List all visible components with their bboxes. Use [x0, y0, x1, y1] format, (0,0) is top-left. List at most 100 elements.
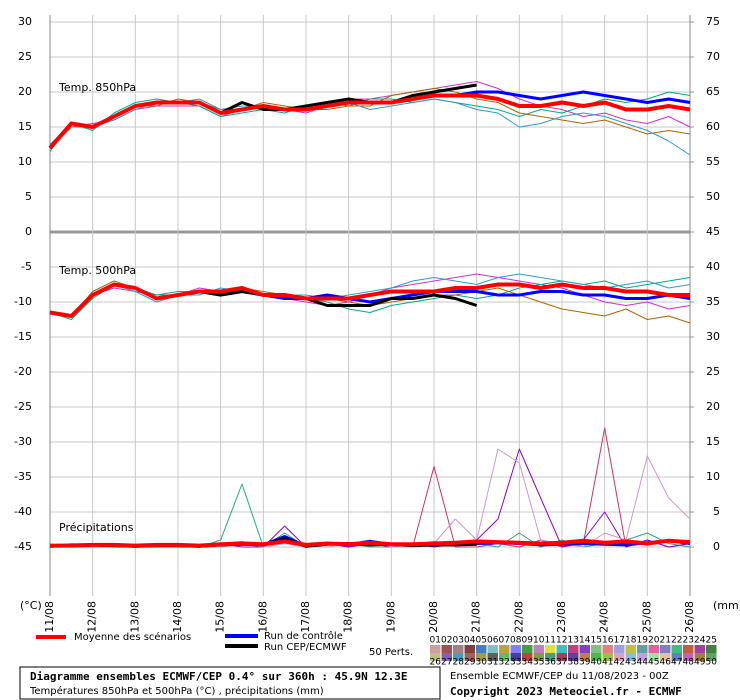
- panel-label: Temp. 850hPa: [58, 81, 136, 94]
- y-tick-label: -40: [14, 505, 32, 518]
- perturbation-label: 50 Perts.: [369, 647, 413, 658]
- perturbation-swatch: [545, 653, 556, 661]
- perturbation-number: 27: [441, 658, 452, 668]
- y-tick-label: -5: [21, 260, 32, 273]
- y2-tick-label: 60: [706, 120, 720, 133]
- perturbation-swatch: [453, 645, 464, 653]
- y2-tick-label: 70: [706, 50, 720, 63]
- x-tick-label: 18/08: [342, 601, 355, 633]
- series-line: [49, 282, 690, 318]
- x-tick-label: 22/08: [512, 601, 525, 633]
- x-tick-label: 26/08: [683, 601, 696, 633]
- perturbation-swatch: [625, 645, 636, 653]
- y2-tick-label: 15: [706, 435, 720, 448]
- perturbation-swatch: [694, 645, 705, 653]
- perturbation-number: 43: [625, 658, 636, 668]
- perturbation-line: [49, 273, 691, 317]
- perturbation-number: 50: [706, 658, 718, 668]
- footer-copyright: Copyright 2023 Meteociel.fr - ECMWF: [450, 685, 682, 698]
- plot-lines: [48, 81, 691, 548]
- y2-tick-label: 50: [706, 190, 720, 203]
- perturbation-number: 40: [591, 658, 603, 668]
- x-tick-label: 12/08: [86, 601, 99, 633]
- perturbation-number: 23: [683, 636, 694, 646]
- perturbation-swatch: [648, 645, 659, 653]
- footer-title: Diagramme ensembles ECMWF/CEP 0.4° sur 3…: [30, 670, 408, 683]
- perturbation-number: 19: [637, 636, 649, 646]
- perturbation-number: 03: [453, 636, 464, 646]
- perturbation-number: 17: [614, 636, 625, 646]
- y-tick-label: -30: [14, 435, 32, 448]
- y2-tick-label: 75: [706, 15, 720, 28]
- perturbation-number: 05: [476, 636, 487, 646]
- footer-box: [19, 666, 441, 700]
- perturbation-swatch: [464, 653, 475, 661]
- legend-label: Moyenne des scénarios: [74, 631, 191, 643]
- y-tick-label: -25: [14, 400, 32, 413]
- perturbation-swatch: [579, 653, 590, 661]
- y-tick-label: -10: [14, 295, 32, 308]
- perturbation-swatch: [591, 645, 602, 653]
- y2-tick-label: 65: [706, 85, 720, 98]
- perturbation-swatch: [671, 645, 682, 653]
- perturbation-number: 04: [464, 636, 476, 646]
- perturbation-swatch: [614, 645, 625, 653]
- perturbation-number: 08: [510, 636, 522, 646]
- y2-tick-label: 10: [706, 470, 720, 483]
- perturbation-number: 39: [579, 658, 591, 668]
- perturbation-number: 18: [625, 636, 637, 646]
- y2-tick-label: 5: [713, 505, 720, 518]
- x-tick-label: 15/08: [214, 601, 227, 633]
- perturbation-swatch: [441, 653, 452, 661]
- perturbation-number: 06: [487, 636, 499, 646]
- x-tick-label: 21/08: [470, 601, 483, 633]
- perturbation-number: 12: [556, 636, 567, 646]
- perturbation-number: 02: [441, 636, 452, 646]
- perturbation-number: 16: [602, 636, 614, 646]
- perturbation-swatch: [637, 645, 648, 653]
- x-tick-label: 17/08: [299, 601, 312, 633]
- perturbation-number: 48: [683, 658, 695, 668]
- y2-tick-label: 55: [706, 155, 720, 168]
- x-tick-label: 13/08: [128, 601, 141, 633]
- y2-axis-unit: (mm): [713, 599, 740, 612]
- perturbation-number: 34: [522, 658, 534, 668]
- perturbation-number: 25: [706, 636, 717, 646]
- perturbation-swatch: [533, 645, 544, 653]
- perturbation-swatch: [522, 653, 533, 661]
- series-line: [50, 538, 691, 548]
- perturbation-number: 44: [637, 658, 649, 668]
- perturbation-swatch: [625, 653, 636, 661]
- perturbation-swatch: [591, 653, 602, 661]
- y-tick-label: 15: [18, 120, 32, 133]
- perturbation-swatch: [637, 653, 648, 661]
- perturbation-swatch: [430, 653, 441, 661]
- y2-tick-label: 0: [713, 540, 720, 553]
- perturbation-swatch: [602, 645, 613, 653]
- x-tick-label: 25/08: [640, 601, 653, 633]
- x-tick-label: 20/08: [427, 601, 440, 633]
- perturbation-swatch: [579, 645, 590, 653]
- y2-tick-label: 25: [706, 365, 720, 378]
- perturbation-swatch: [487, 653, 498, 661]
- x-tick-label: 19/08: [384, 601, 397, 633]
- perturbation-number: 24: [694, 636, 706, 646]
- y-tick-label: 10: [18, 155, 32, 168]
- y-tick-label: -45: [14, 540, 32, 553]
- perturbation-swatch: [568, 653, 579, 661]
- perturbation-swatch: [694, 653, 705, 661]
- y-tick-label: 25: [18, 50, 32, 63]
- perturbation-line: [49, 88, 691, 149]
- perturbation-swatch: [499, 653, 510, 661]
- perturbation-number: 14: [579, 636, 591, 646]
- perturbation-number: 26: [430, 658, 442, 668]
- perturbation-number: 49: [694, 658, 706, 668]
- y2-tick-label: 20: [706, 400, 720, 413]
- perturbation-swatch: [476, 653, 487, 661]
- perturbation-number: 37: [556, 658, 567, 668]
- legend-label: Run CEP/ECMWF: [264, 642, 347, 653]
- perturbation-number: 41: [602, 658, 613, 668]
- perturbation-number: 33: [510, 658, 521, 668]
